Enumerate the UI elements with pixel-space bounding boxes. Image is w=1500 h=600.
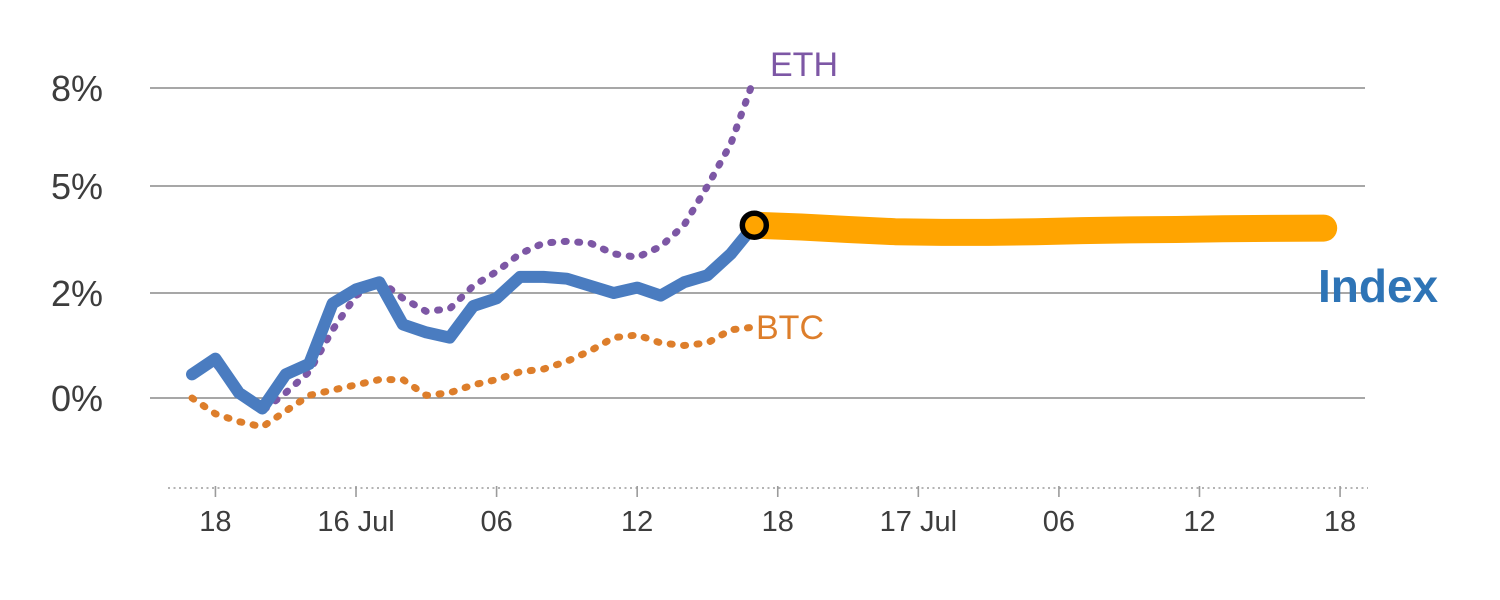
x-tick-label: 16 Jul [317,506,394,538]
btc-series-label: BTC [756,309,824,347]
x-tick-label: 18 [1324,506,1356,538]
series-line-btc [188,323,758,431]
x-tick-label: 18 [199,506,231,538]
y-tick-label: 2% [51,273,103,314]
x-tick-label: 06 [480,506,512,538]
y-tick-label: 8% [51,68,103,109]
y-tick-label: 0% [51,378,103,419]
eth-series-label: ETH [770,46,838,84]
x-tick-label: 17 Jul [880,506,957,538]
series-line-eth [188,74,758,415]
y-axis-labels: 8% 5% 2% 0% [51,68,103,419]
x-tick-label: 18 [762,506,794,538]
index-series-label: Index [1318,260,1439,312]
y-tick-label: 5% [51,166,103,207]
x-tick-label: 06 [1043,506,1075,538]
current-value-marker [739,210,770,240]
x-tick-label: 12 [621,506,653,538]
series-lines [186,74,1338,431]
series-line-index-band [740,211,1338,246]
marker-circle [739,210,770,240]
x-axis: 18 16 Jul 06 12 18 17 Jul 06 12 18 [168,486,1368,538]
gridlines [150,87,1365,399]
series-line-index [186,219,761,415]
x-tick-label: 12 [1183,506,1215,538]
